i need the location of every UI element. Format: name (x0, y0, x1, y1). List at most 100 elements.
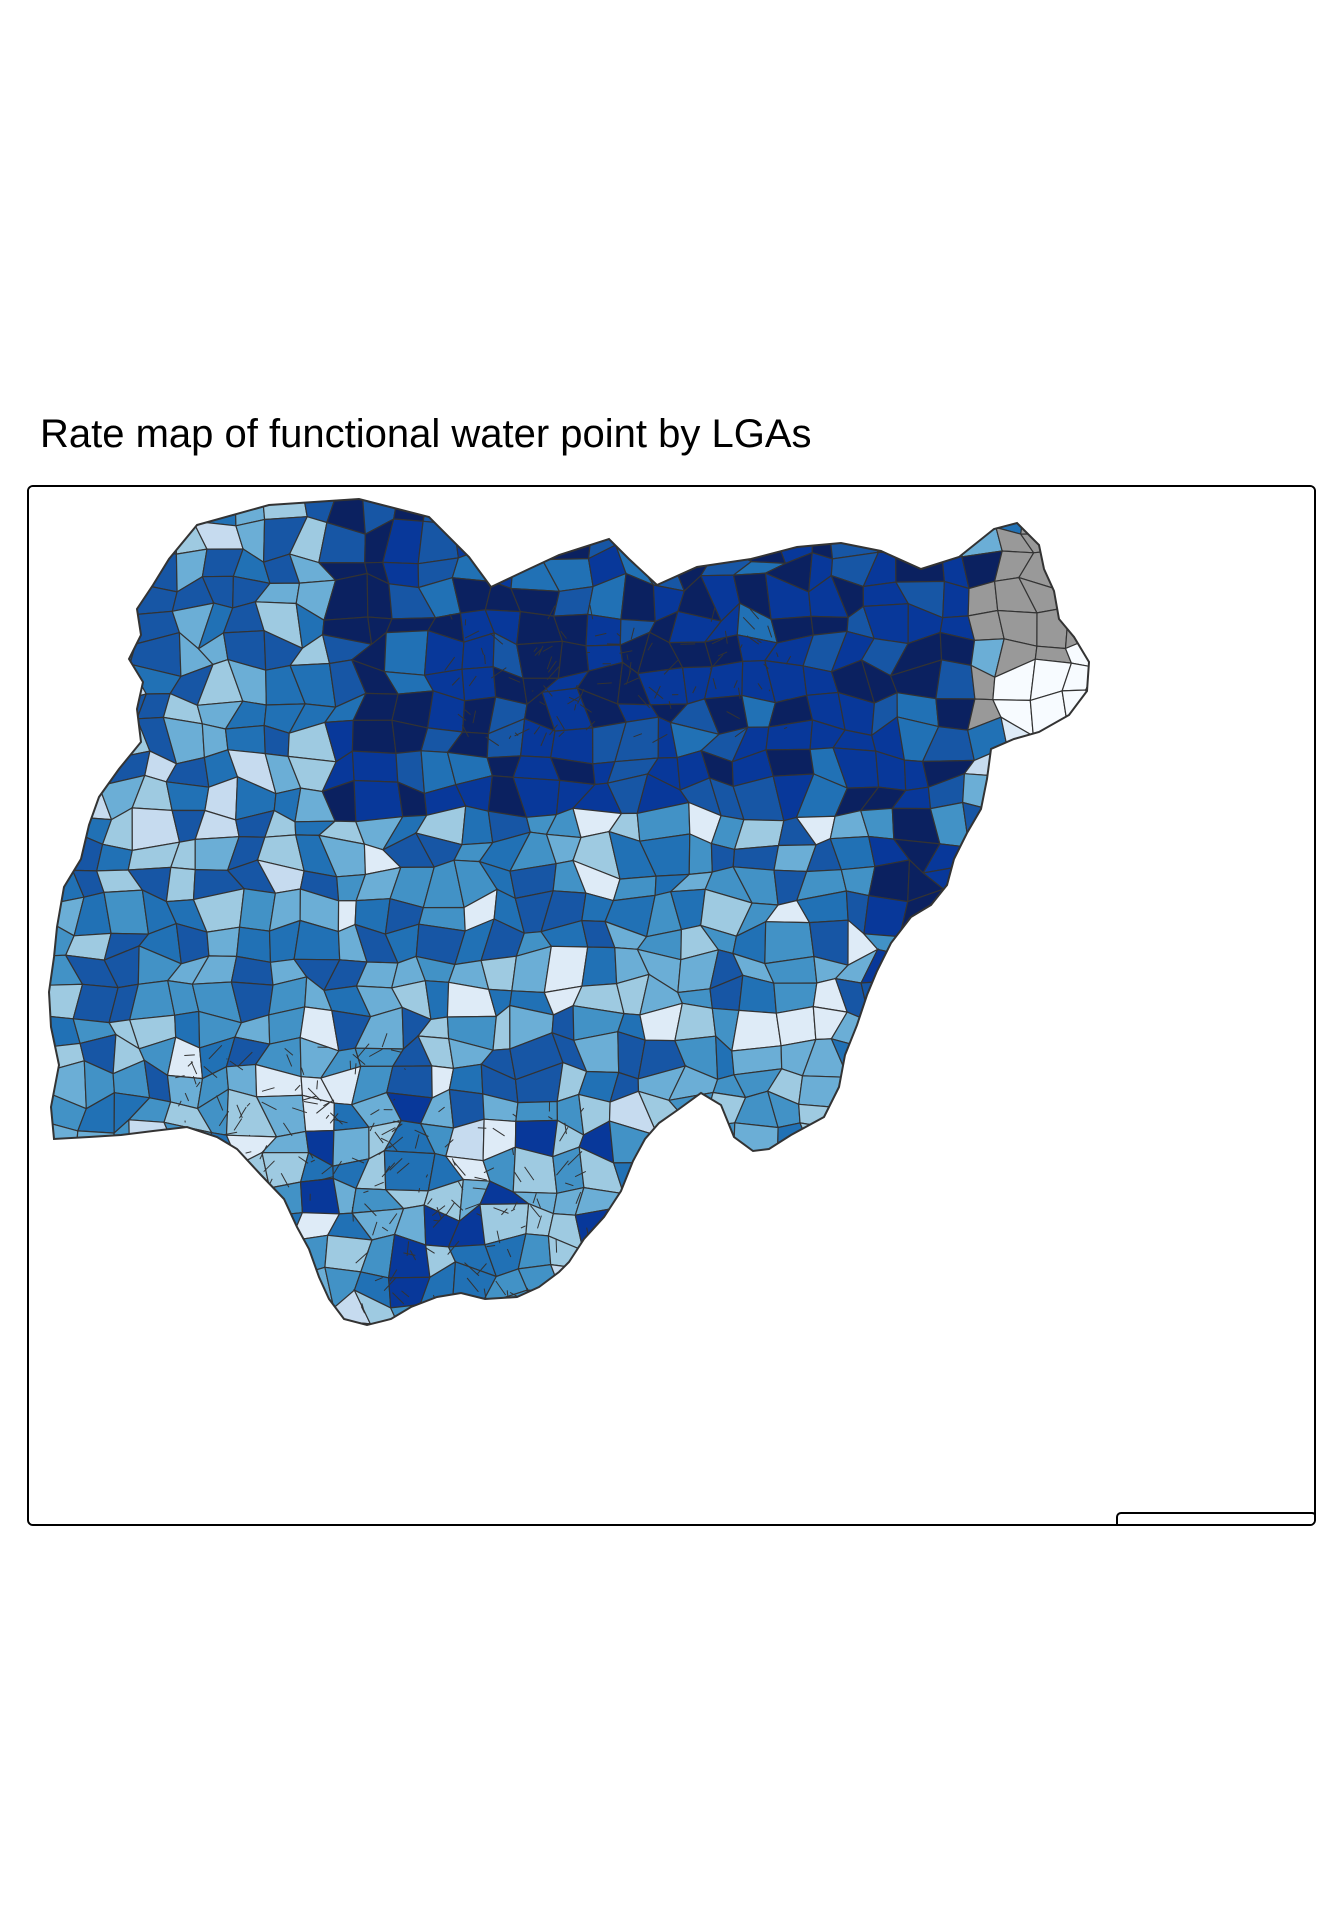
lga-boundary (547, 605, 556, 620)
lga-region (942, 580, 970, 619)
lga-boundary (738, 687, 741, 700)
lga-boundary (540, 732, 547, 747)
lga-boundary (414, 1134, 420, 1149)
lga-boundary (294, 1084, 301, 1091)
lga-boundary (372, 1221, 378, 1236)
lga-boundary (461, 724, 469, 738)
map-title: Rate map of functional water point by LG… (40, 412, 812, 456)
lga-boundary (369, 1048, 383, 1057)
lga-region (552, 585, 594, 617)
lga-boundary (401, 1290, 410, 1298)
lga-boundary (229, 1060, 244, 1071)
lga-boundary (489, 632, 504, 645)
lga-region (585, 613, 622, 647)
lga-boundary (393, 1098, 396, 1101)
lga-boundary (261, 1087, 275, 1092)
lga-boundary (329, 1112, 343, 1125)
lga-boundary (740, 644, 743, 649)
lga-boundary (647, 642, 653, 651)
lga-boundary (351, 1157, 365, 1164)
lga-boundary (514, 728, 530, 737)
lga-boundary (746, 635, 759, 645)
lga-boundary (321, 1164, 334, 1175)
lga-boundary (637, 694, 651, 709)
lga-region (383, 629, 429, 676)
lga-boundary (388, 1136, 404, 1149)
lga-boundary (284, 1048, 294, 1056)
lga-boundary (403, 1252, 416, 1256)
lga-boundary (556, 1160, 569, 1176)
lga-region (351, 750, 399, 783)
lga-boundary (616, 633, 621, 637)
lga-boundary (508, 735, 512, 740)
lga-boundary (733, 680, 738, 689)
lga-boundary (409, 1250, 417, 1261)
lga-boundary (233, 1118, 243, 1131)
lga-boundary (466, 1277, 479, 1293)
lga-region (383, 1150, 436, 1192)
lga-boundary (447, 1240, 460, 1255)
lga-boundary (187, 1061, 194, 1067)
lga-boundary (652, 733, 668, 744)
lga-boundary (263, 1160, 275, 1173)
lga-boundary (767, 625, 773, 638)
lga-boundary (536, 1198, 541, 1208)
lga-region (165, 781, 210, 812)
lga-boundary (390, 1049, 402, 1053)
lga-boundary (577, 688, 585, 704)
lga-boundary (476, 1213, 482, 1217)
lga-boundary (282, 1122, 293, 1137)
lga-region (299, 1177, 341, 1215)
lga-boundary (558, 731, 565, 737)
lga-boundary (286, 1054, 293, 1067)
lga-boundary (216, 1095, 224, 1111)
lga-boundary (374, 1131, 384, 1144)
lga-boundary (325, 1114, 330, 1119)
lga-boundary (351, 1206, 354, 1222)
lga-boundary (692, 686, 697, 694)
lga-boundary (381, 1226, 389, 1232)
lga-region (103, 889, 150, 935)
lga-boundary (630, 627, 635, 640)
lga-region (765, 748, 815, 777)
lga-boundary (633, 733, 643, 738)
lga-boundary (564, 1122, 567, 1135)
lga-boundary (449, 613, 453, 620)
lga-boundary (492, 1127, 505, 1137)
lga-region (448, 1063, 484, 1095)
lga-boundary (374, 1181, 384, 1187)
lga-boundary (783, 726, 788, 730)
lga-boundary (259, 1145, 268, 1160)
lga-boundary (381, 1127, 396, 1136)
lga-boundary (712, 678, 717, 690)
lga-boundary (711, 638, 724, 645)
lga-boundary (280, 1172, 290, 1188)
lga-boundary (512, 1113, 518, 1118)
lga-boundary (178, 1100, 182, 1107)
lga-boundary (757, 683, 763, 690)
lga-region (224, 724, 266, 755)
lga-boundary (357, 1043, 370, 1058)
lga-boundary (574, 684, 578, 690)
lga-boundary (514, 732, 519, 736)
lga-boundary (301, 1095, 317, 1101)
lga-boundary (484, 654, 486, 665)
lga-boundary (532, 1193, 537, 1204)
lga-boundary (574, 1170, 587, 1178)
lga-boundary (663, 659, 679, 675)
lga-region (351, 719, 397, 755)
lga-boundary (589, 604, 594, 620)
lga-boundary (300, 1067, 305, 1076)
lga-boundary (594, 632, 607, 637)
lga-boundary (565, 1182, 574, 1187)
lga-boundary (303, 1101, 318, 1105)
lga-boundary (354, 1063, 357, 1075)
lga-boundary (389, 1213, 398, 1225)
lga-boundary (292, 1107, 308, 1114)
lga-boundary (425, 1174, 429, 1178)
lga-boundary (184, 1092, 190, 1102)
lga-boundary (726, 711, 740, 720)
lga-boundary (776, 652, 779, 658)
lga-boundary (530, 1205, 541, 1218)
lga-region (461, 666, 497, 702)
